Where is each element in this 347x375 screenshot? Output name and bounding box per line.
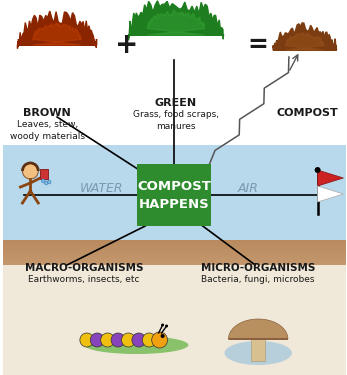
Circle shape <box>142 333 156 347</box>
Bar <box>3 145 346 240</box>
Text: COMPOST: COMPOST <box>137 180 211 192</box>
Bar <box>3 261 346 263</box>
Bar <box>3 240 346 242</box>
Bar <box>3 244 346 246</box>
Polygon shape <box>318 170 344 186</box>
Circle shape <box>121 333 135 347</box>
Circle shape <box>161 334 164 338</box>
Circle shape <box>132 333 146 347</box>
Polygon shape <box>33 23 81 45</box>
Text: Bacteria, fungi, microbes: Bacteria, fungi, microbes <box>202 275 315 284</box>
Bar <box>3 246 346 248</box>
Text: Grass, food scraps,
manures: Grass, food scraps, manures <box>133 110 219 131</box>
Polygon shape <box>128 1 223 40</box>
Bar <box>3 255 346 257</box>
Bar <box>3 255 346 256</box>
Ellipse shape <box>84 336 188 354</box>
Bar <box>3 262 346 264</box>
Bar <box>3 249 346 251</box>
Bar <box>40 169 48 179</box>
Bar <box>3 254 346 255</box>
Bar <box>3 265 346 375</box>
Ellipse shape <box>225 341 292 365</box>
Circle shape <box>315 167 321 173</box>
Text: BROWN: BROWN <box>23 108 71 118</box>
Text: AIR: AIR <box>238 182 259 195</box>
Bar <box>3 251 346 252</box>
Circle shape <box>165 324 168 327</box>
Polygon shape <box>147 10 204 35</box>
Bar <box>3 252 346 253</box>
Bar <box>3 264 346 265</box>
Bar <box>137 164 211 226</box>
Text: GREEN: GREEN <box>155 98 197 108</box>
Polygon shape <box>228 319 288 339</box>
Text: MACRO-ORGANISMS: MACRO-ORGANISMS <box>25 263 143 273</box>
Circle shape <box>90 333 104 347</box>
Circle shape <box>111 333 125 347</box>
Bar <box>3 0 346 145</box>
Text: Earthworms, insects, etc: Earthworms, insects, etc <box>28 275 139 284</box>
Circle shape <box>23 163 38 179</box>
Bar <box>3 258 346 259</box>
Bar <box>3 243 346 245</box>
Bar <box>3 249 346 250</box>
Text: Leaves, stew,
woody materials: Leaves, stew, woody materials <box>10 120 85 141</box>
Polygon shape <box>273 23 337 50</box>
Bar <box>3 261 346 262</box>
Bar <box>3 258 346 260</box>
Bar <box>3 246 346 247</box>
Circle shape <box>161 324 164 327</box>
Bar <box>3 240 346 241</box>
Bar <box>3 256 346 258</box>
Bar <box>3 252 346 254</box>
Text: HAPPENS: HAPPENS <box>138 198 209 210</box>
Circle shape <box>101 333 115 347</box>
Polygon shape <box>286 33 324 50</box>
Text: +: + <box>115 31 138 59</box>
Bar <box>3 242 346 243</box>
Text: COMPOST: COMPOST <box>277 108 339 118</box>
Circle shape <box>152 332 168 348</box>
Bar <box>3 248 346 249</box>
Circle shape <box>80 333 94 347</box>
Text: WATER: WATER <box>80 182 124 195</box>
Bar <box>3 243 346 244</box>
Polygon shape <box>318 186 344 202</box>
Text: =: = <box>248 33 269 57</box>
Text: MICRO-ORGANISMS: MICRO-ORGANISMS <box>201 263 315 273</box>
Bar <box>251 339 265 361</box>
Bar <box>3 260 346 261</box>
Polygon shape <box>17 11 97 48</box>
